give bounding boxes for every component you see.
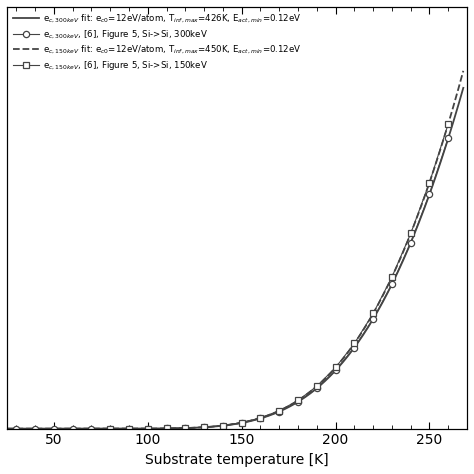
Legend: e$_{c,300keV}$ fit: e$_{c0}$=12eV/atom, T$_{inf,max}$=426K, E$_{act,min}$=0.12eV: e$_{c,300keV}$ fit: e$_{c0}$=12eV/atom, … <box>11 11 303 74</box>
X-axis label: Substrate temperature [K]: Substrate temperature [K] <box>145 453 329 467</box>
